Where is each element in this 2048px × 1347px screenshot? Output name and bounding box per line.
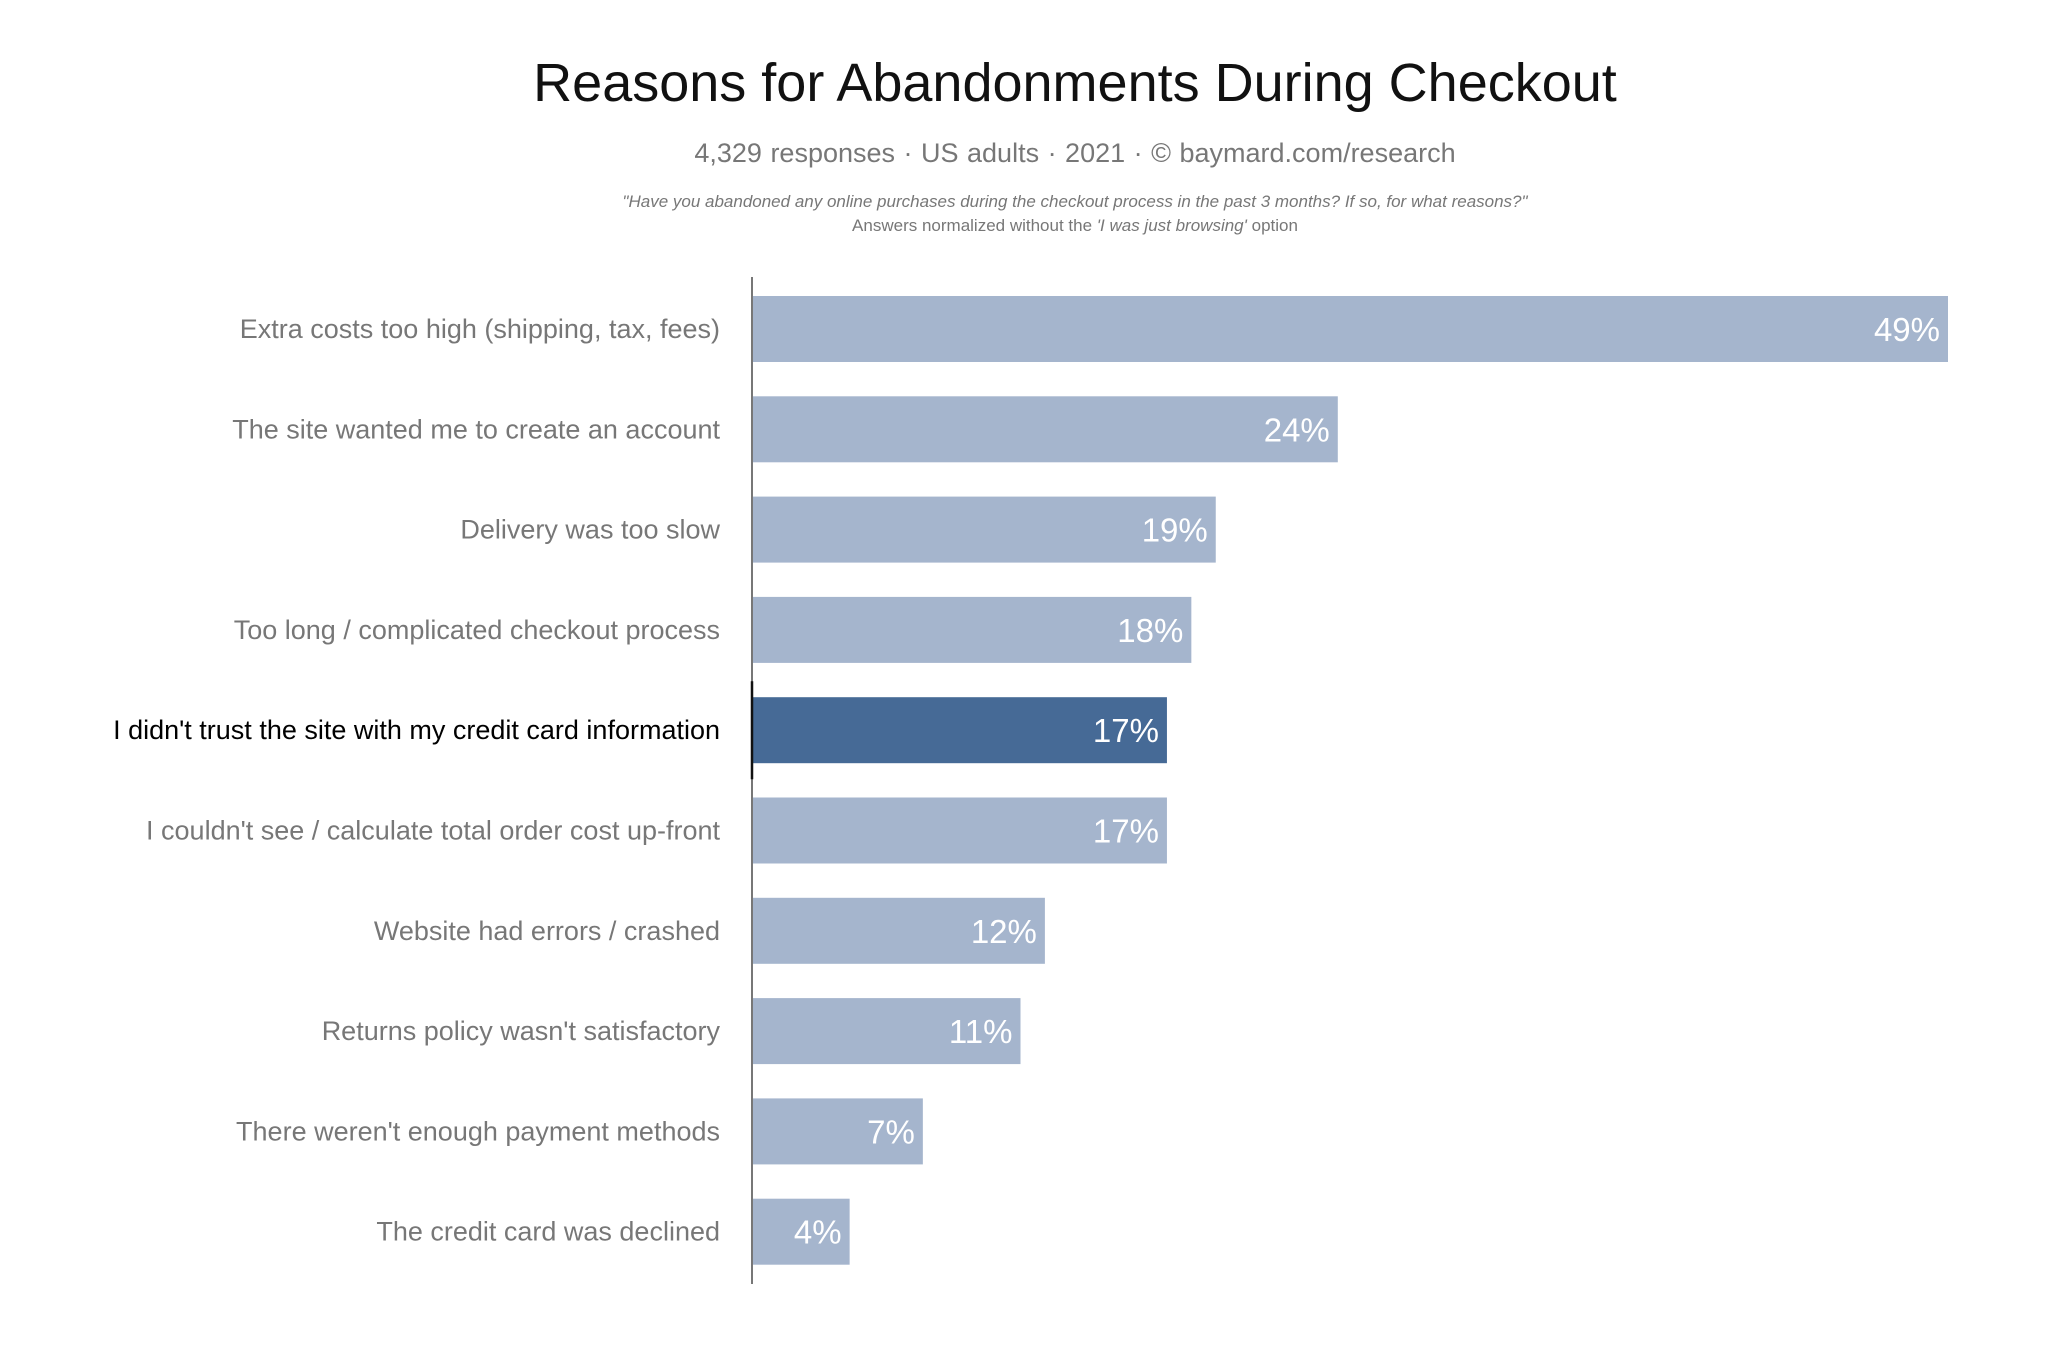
category-label: I didn't trust the site with my credit c… [113,715,720,745]
bar [752,897,1045,964]
data-label: 4% [794,1214,842,1251]
bar [752,998,1021,1065]
data-label: 17% [1093,813,1159,850]
note-italic: 'I was just browsing' [1096,216,1247,235]
bar [752,697,1167,764]
bar [752,797,1167,864]
data-label: 49% [1874,311,1940,348]
bar [752,1098,923,1165]
data-label: 12% [971,913,1037,950]
category-label: The site wanted me to create an account [232,414,720,444]
category-label: Delivery was too slow [460,515,720,545]
data-label: 24% [1264,411,1330,448]
category-label: There weren't enough payment methods [236,1116,720,1146]
data-label: 17% [1093,712,1159,749]
normalization-note: Answers normalized without the 'I was ju… [0,216,2048,236]
category-label: I couldn't see / calculate total order c… [146,816,720,846]
note-prefix: Answers normalized without the [852,216,1097,235]
bar [752,296,1948,362]
category-label: Too long / complicated checkout process [234,615,720,645]
data-label: 19% [1142,512,1208,549]
bar [752,1198,850,1265]
bar [752,396,1338,463]
data-label: 7% [867,1113,915,1150]
category-label: The credit card was declined [376,1217,720,1247]
survey-question: "Have you abandoned any online purchases… [622,192,1528,211]
category-label: Returns policy wasn't satisfactory [322,1016,721,1046]
data-label: 18% [1117,612,1183,649]
chart-title: Reasons for Abandonments During Checkout [533,53,1617,113]
bar [752,596,1192,663]
category-label: Extra costs too high (shipping, tax, fee… [240,314,720,344]
category-label: Website had errors / crashed [374,916,720,946]
note-suffix: option [1246,216,1298,235]
data-label: 11% [949,1013,1013,1050]
chart-subtitle: 4,329 responses · US adults · 2021 · © b… [694,138,1456,168]
bar [752,496,1216,563]
